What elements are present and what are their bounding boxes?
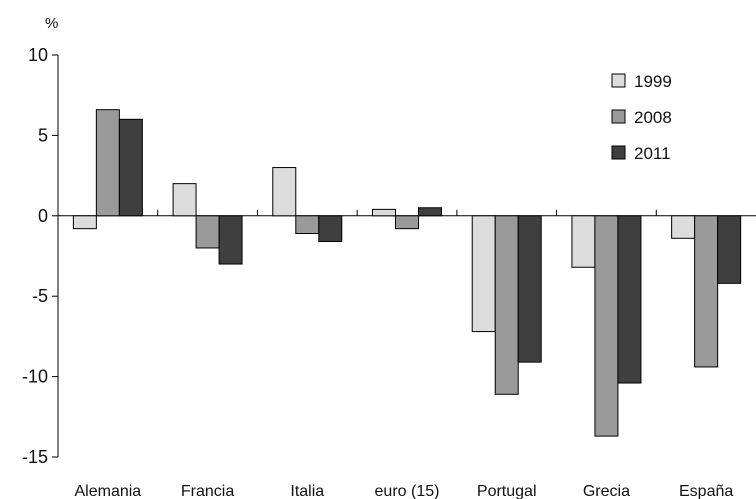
y-tick-label: -15 (22, 447, 48, 467)
y-tick-label: 0 (38, 206, 48, 226)
bar-2008 (195, 215, 220, 249)
y-unit-label: % (45, 15, 58, 32)
y-tick-label: 10 (28, 45, 48, 65)
bar-1999 (471, 215, 496, 333)
bar-1999 (272, 167, 297, 217)
category-label: Francia (181, 483, 234, 499)
bar-1999 (172, 183, 197, 217)
bar-2008 (594, 215, 619, 437)
bar-2011 (517, 215, 542, 363)
bar-2011 (318, 215, 343, 243)
bar-2008 (95, 109, 120, 217)
bar-2011 (617, 215, 642, 384)
bar-2011 (218, 215, 243, 265)
bar-2008 (395, 215, 419, 230)
legend-label: 2011 (634, 144, 671, 163)
category-label: Portugal (477, 483, 537, 499)
legend-label: 1999 (634, 72, 672, 91)
bar-1999 (671, 215, 696, 239)
category-label: Italia (290, 483, 324, 499)
bar-2011 (418, 207, 442, 217)
bar-2008 (295, 215, 320, 234)
bar-2011 (118, 118, 143, 217)
legend-label: 2008 (634, 108, 672, 127)
category-label: España (679, 483, 733, 499)
category-label: euro (15) (375, 483, 440, 499)
bar-2011 (717, 215, 742, 284)
category-label: Alemania (75, 483, 142, 499)
y-tick-label: -10 (22, 367, 48, 387)
legend-swatch (611, 145, 626, 160)
x-axis: Alemania Francia Italia euro (15) Portugal Gr… (58, 209, 756, 499)
category-label: Grecia (583, 483, 630, 499)
bar-1999 (571, 215, 596, 268)
bar-1999 (372, 208, 396, 217)
legend: 1999 2008 2011 (611, 72, 672, 163)
bar-2008 (694, 215, 719, 368)
bar-2008 (494, 215, 519, 395)
legend-swatch (611, 73, 626, 88)
y-tick-label: -5 (32, 286, 48, 306)
bars (72, 109, 742, 437)
y-axis: 10 5 0 -5 -10 -15 (22, 45, 59, 467)
y-tick-label: 5 (38, 125, 48, 145)
bar-1999 (72, 215, 97, 230)
legend-swatch (611, 109, 626, 124)
